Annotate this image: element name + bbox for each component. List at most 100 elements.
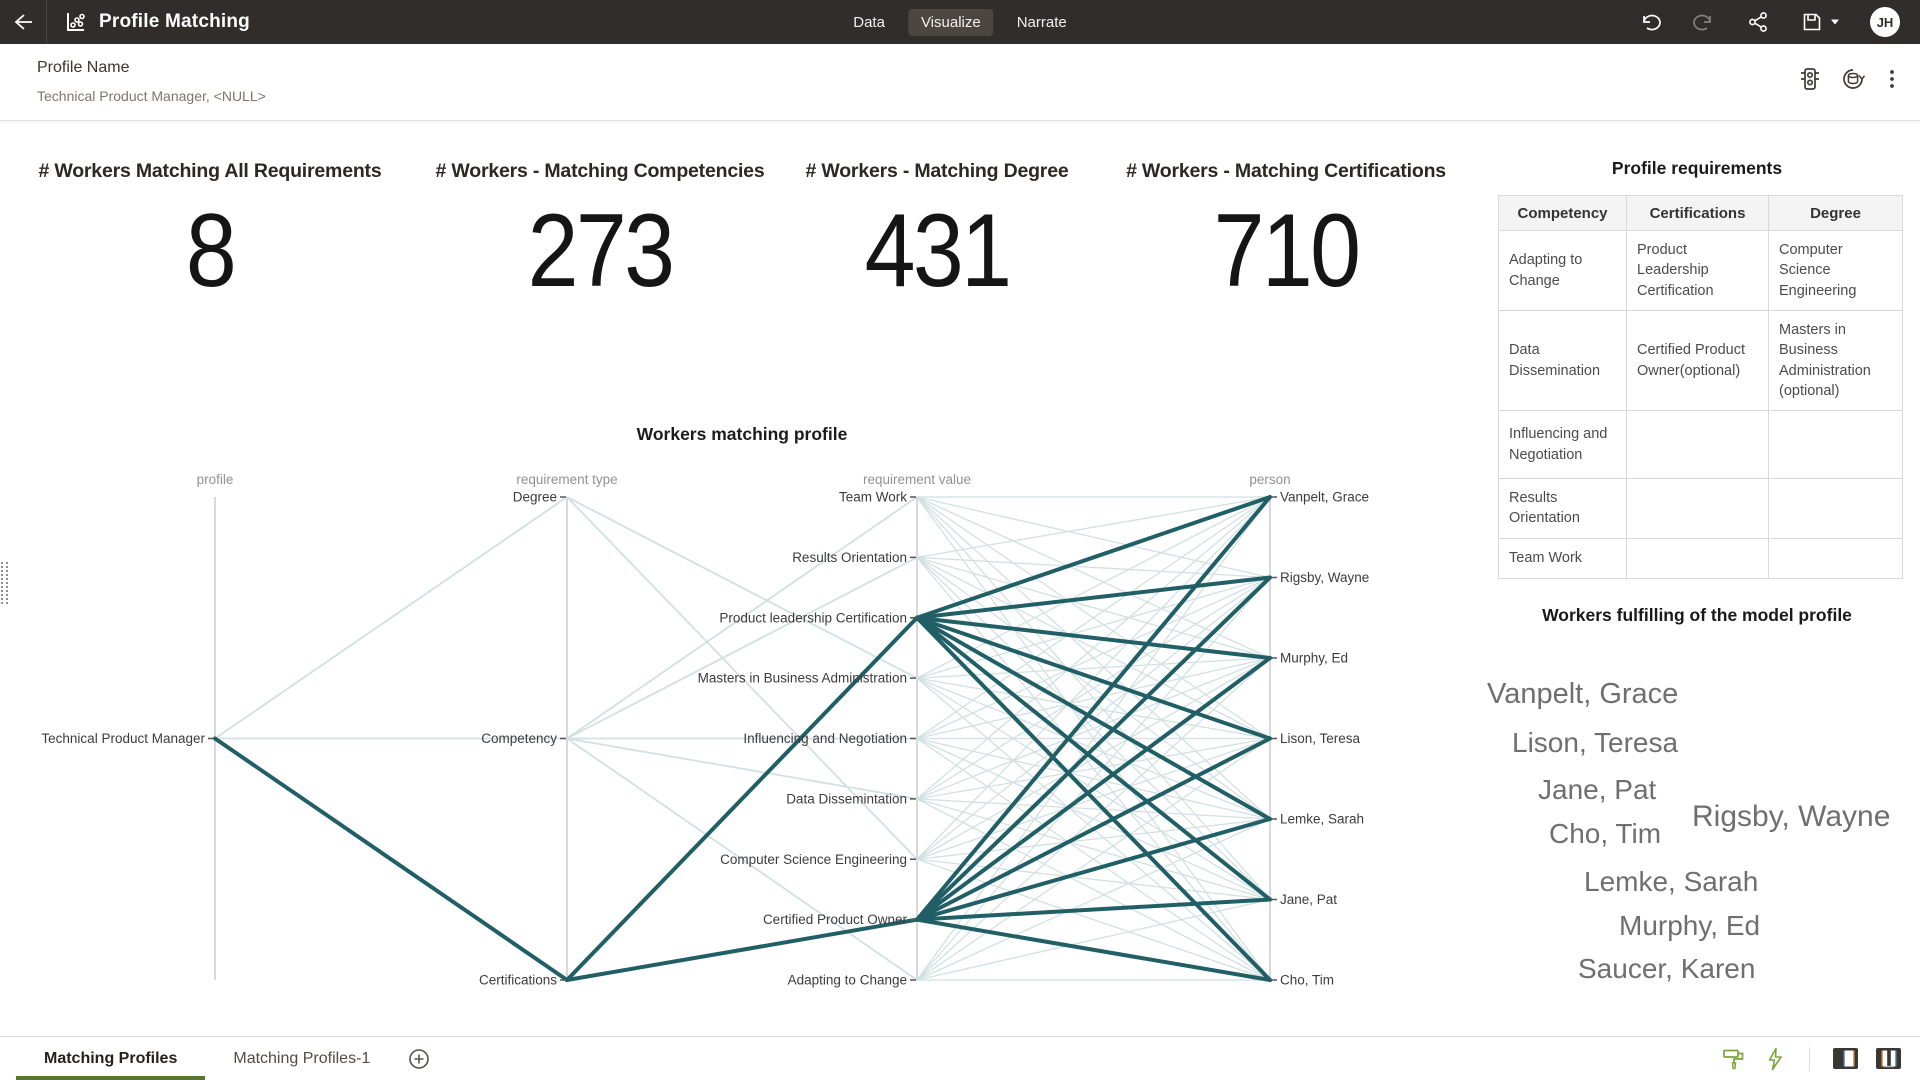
table-row[interactable]: Adapting to Change Product Leadership Ce… xyxy=(1498,230,1903,311)
cloud-name[interactable]: Lison, Teresa xyxy=(1512,727,1679,758)
cloud-name[interactable]: Saucer, Karen xyxy=(1578,953,1756,984)
refresh-data-icon[interactable] xyxy=(1839,65,1867,93)
svg-text:profile: profile xyxy=(197,472,234,487)
kpi-tile-competencies[interactable]: # Workers - Matching Competencies 273 xyxy=(408,160,792,303)
svg-text:Computer Science Engineering: Computer Science Engineering xyxy=(720,852,907,867)
table-row[interactable]: Team Work xyxy=(1498,537,1903,579)
lightning-bolt-icon[interactable] xyxy=(1763,1046,1787,1072)
workbook-chart-icon xyxy=(63,10,87,34)
canvas-tab-bar: Matching Profiles Matching Profiles-1 xyxy=(0,1036,1920,1080)
back-button[interactable] xyxy=(0,0,46,44)
kpi-label: # Workers Matching All Requirements xyxy=(38,160,382,182)
tab-visualize[interactable]: Visualize xyxy=(907,8,994,36)
table-cell: Influencing and Negotiation xyxy=(1498,410,1627,480)
filter-bar-actions xyxy=(1796,65,1902,93)
undo-button[interactable] xyxy=(1638,10,1662,34)
svg-text:Lison, Teresa: Lison, Teresa xyxy=(1280,731,1361,746)
svg-text:Data Dissemintation: Data Dissemintation xyxy=(786,791,907,806)
svg-text:Jane, Pat: Jane, Pat xyxy=(1280,892,1337,907)
panel-resize-handle[interactable] xyxy=(1,562,8,604)
table-cell xyxy=(1626,537,1769,579)
add-canvas-button[interactable] xyxy=(408,1048,430,1070)
kpi-tile-degree[interactable]: # Workers - Matching Degree 431 xyxy=(745,160,1129,303)
svg-text:Degree: Degree xyxy=(513,490,557,505)
layout-panel-split-icon[interactable] xyxy=(1875,1047,1902,1070)
redo-button[interactable] xyxy=(1692,10,1716,34)
table-row[interactable]: Influencing and Negotiation xyxy=(1498,410,1903,480)
requirements-table[interactable]: Competency Certifications Degree Adaptin… xyxy=(1498,195,1903,579)
column-header-competency[interactable]: Competency xyxy=(1498,195,1627,231)
column-header-certifications[interactable]: Certifications xyxy=(1626,195,1769,231)
kpi-value: 710 xyxy=(1213,193,1361,309)
limit-values-icon[interactable] xyxy=(1796,65,1824,93)
svg-text:Competency: Competency xyxy=(481,731,557,746)
table-cell xyxy=(1768,537,1903,579)
table-cell: Adapting to Change xyxy=(1498,230,1627,311)
cloud-name[interactable]: Murphy, Ed xyxy=(1619,910,1761,941)
table-row[interactable]: Data Dissemination Certified Product Own… xyxy=(1498,309,1903,412)
svg-text:person: person xyxy=(1249,472,1290,487)
cloud-name[interactable]: Vanpelt, Grace xyxy=(1487,678,1679,710)
table-cell: Certified Product Owner(optional) xyxy=(1626,309,1769,412)
table-cell: Data Dissemination xyxy=(1498,309,1627,412)
svg-text:Rigsby, Wayne: Rigsby, Wayne xyxy=(1280,570,1369,585)
svg-text:Masters in Business Administra: Masters in Business Administration xyxy=(698,671,907,686)
svg-text:Team Work: Team Work xyxy=(839,490,907,505)
canvas-tab-matching-profiles[interactable]: Matching Profiles xyxy=(16,1037,206,1080)
svg-text:Cho, Tim: Cho, Tim xyxy=(1280,973,1334,988)
kpi-value: 431 xyxy=(864,193,1012,309)
kpi-tile-certifications[interactable]: # Workers - Matching Certifications 710 xyxy=(1094,160,1478,303)
parallel-network-chart[interactable]: profile requirement type requirement value… xyxy=(0,420,1450,1020)
table-row[interactable]: Results Orientation xyxy=(1498,478,1903,539)
cloud-name[interactable]: Rigsby, Wayne xyxy=(1692,800,1891,833)
header-actions: JH xyxy=(1638,7,1920,37)
kpi-value: 8 xyxy=(185,193,237,309)
svg-text:Certified Product Owner: Certified Product Owner xyxy=(763,912,908,927)
user-avatar[interactable]: JH xyxy=(1870,7,1900,37)
svg-text:Adapting to Change: Adapting to Change xyxy=(788,973,907,988)
svg-text:requirement type: requirement type xyxy=(516,472,617,487)
requirements-table-title: Profile requirements xyxy=(1611,158,1783,178)
table-header-row: Competency Certifications Degree xyxy=(1498,195,1903,231)
table-cell xyxy=(1768,478,1903,539)
tab-narrate[interactable]: Narrate xyxy=(1016,13,1067,31)
back-arrow-icon xyxy=(14,14,32,30)
svg-text:Vanpelt, Grace: Vanpelt, Grace xyxy=(1280,490,1369,505)
filter-bar: Profile Name Technical Product Manager, … xyxy=(0,44,1920,121)
kpi-label: # Workers - Matching Certifications xyxy=(1126,160,1446,182)
filter-selected-values[interactable]: Technical Product Manager, <NULL> xyxy=(37,88,266,104)
word-cloud-title: Workers fulfilling of the model profile xyxy=(1542,605,1852,625)
table-cell: Computer Science Engineering xyxy=(1768,230,1903,311)
canvas-tab-matching-profiles-1[interactable]: Matching Profiles-1 xyxy=(233,1049,371,1067)
tab-data[interactable]: Data xyxy=(853,13,885,31)
svg-text:Technical Product Manager: Technical Product Manager xyxy=(41,731,205,746)
svg-text:Lemke, Sarah: Lemke, Sarah xyxy=(1280,812,1364,827)
kpi-tile-all-requirements[interactable]: # Workers Matching All Requirements 8 xyxy=(18,160,402,303)
save-icon xyxy=(1803,13,1821,31)
share-button[interactable] xyxy=(1746,10,1770,34)
layout-panel-right-icon[interactable] xyxy=(1832,1047,1859,1070)
cloud-name[interactable]: Cho, Tim xyxy=(1549,818,1662,849)
table-cell xyxy=(1626,478,1769,539)
svg-text:requirement value: requirement value xyxy=(863,472,971,487)
cloud-name[interactable]: Lemke, Sarah xyxy=(1584,866,1759,897)
header-divider xyxy=(46,0,47,44)
svg-text:Product leadership Certificati: Product leadership Certification xyxy=(719,610,907,625)
kebab-menu-icon[interactable] xyxy=(1882,65,1902,93)
svg-text:Results Orientation: Results Orientation xyxy=(792,550,907,565)
paint-roller-icon[interactable] xyxy=(1721,1046,1747,1072)
cloud-name[interactable]: Jane, Pat xyxy=(1538,774,1657,805)
view-mode-tabs: Data Visualize Narrate xyxy=(840,8,1079,36)
bottom-actions xyxy=(1721,1046,1920,1072)
network-chart-title: Workers matching profile xyxy=(636,424,848,444)
column-header-degree[interactable]: Degree xyxy=(1768,195,1903,231)
table-cell xyxy=(1768,410,1903,480)
save-menu-button[interactable] xyxy=(1800,10,1840,34)
kpi-value: 273 xyxy=(527,193,675,309)
filter-name-label[interactable]: Profile Name xyxy=(37,59,130,76)
table-cell: Masters in Business Administration (opti… xyxy=(1768,309,1903,412)
bottom-divider xyxy=(1809,1046,1810,1071)
table-cell: Product Leadership Certification xyxy=(1626,230,1769,311)
top-header-bar: Profile Matching Data Visualize Narrate xyxy=(0,0,1920,44)
